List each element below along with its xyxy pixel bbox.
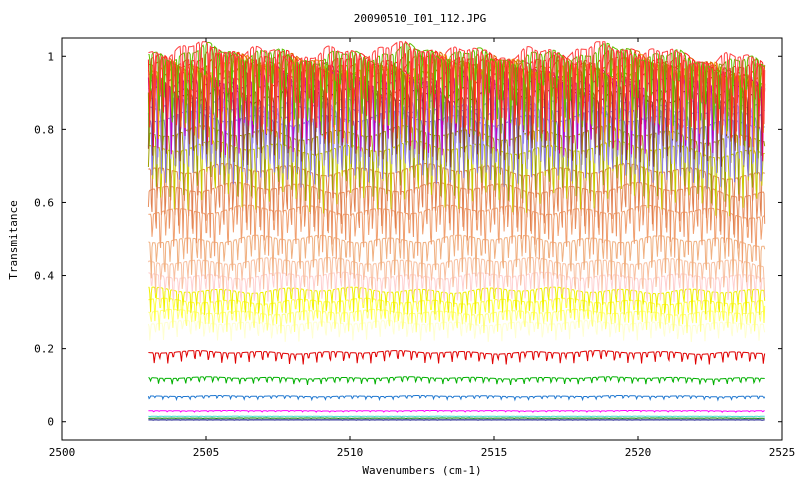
plot-frame [61, 37, 783, 441]
y-tick-label: 0.4 [34, 270, 54, 283]
series-line [148, 417, 765, 420]
x-tick-label: 2520 [625, 446, 652, 459]
series-line [148, 376, 765, 386]
series-layer [147, 40, 766, 421]
series-line [148, 234, 766, 283]
series-line [147, 256, 766, 298]
x-tick-label: 2500 [49, 446, 76, 459]
x-tick-label: 2510 [337, 446, 364, 459]
y-tick-label: 0 [47, 416, 54, 429]
y-tick-label: 0.8 [34, 123, 54, 136]
series-line [147, 395, 766, 402]
x-tick-label: 2515 [481, 446, 508, 459]
y-axis-label: Transmitance [7, 200, 20, 279]
y-tick-label: 0.6 [34, 196, 54, 209]
y-tick-label: 1 [47, 50, 54, 63]
series-line [147, 140, 765, 217]
x-tick-label: 2505 [193, 446, 220, 459]
x-axis-label: Wavenumbers (cm-1) [362, 464, 481, 477]
series-line [148, 308, 765, 334]
x-axis: 2500 2505 2510 2515 2520 2525 [49, 38, 796, 459]
series-line [148, 40, 766, 132]
x-tick-label: 2525 [769, 446, 796, 459]
series-line [148, 415, 765, 418]
y-tick-label: 0.2 [34, 343, 54, 356]
series-line [148, 409, 765, 413]
chart-title: 20090510_I01_112.JPG [354, 12, 486, 25]
series-line [148, 350, 766, 365]
y-axis: 0 0.2 0.4 0.6 0.8 1 [34, 50, 782, 429]
